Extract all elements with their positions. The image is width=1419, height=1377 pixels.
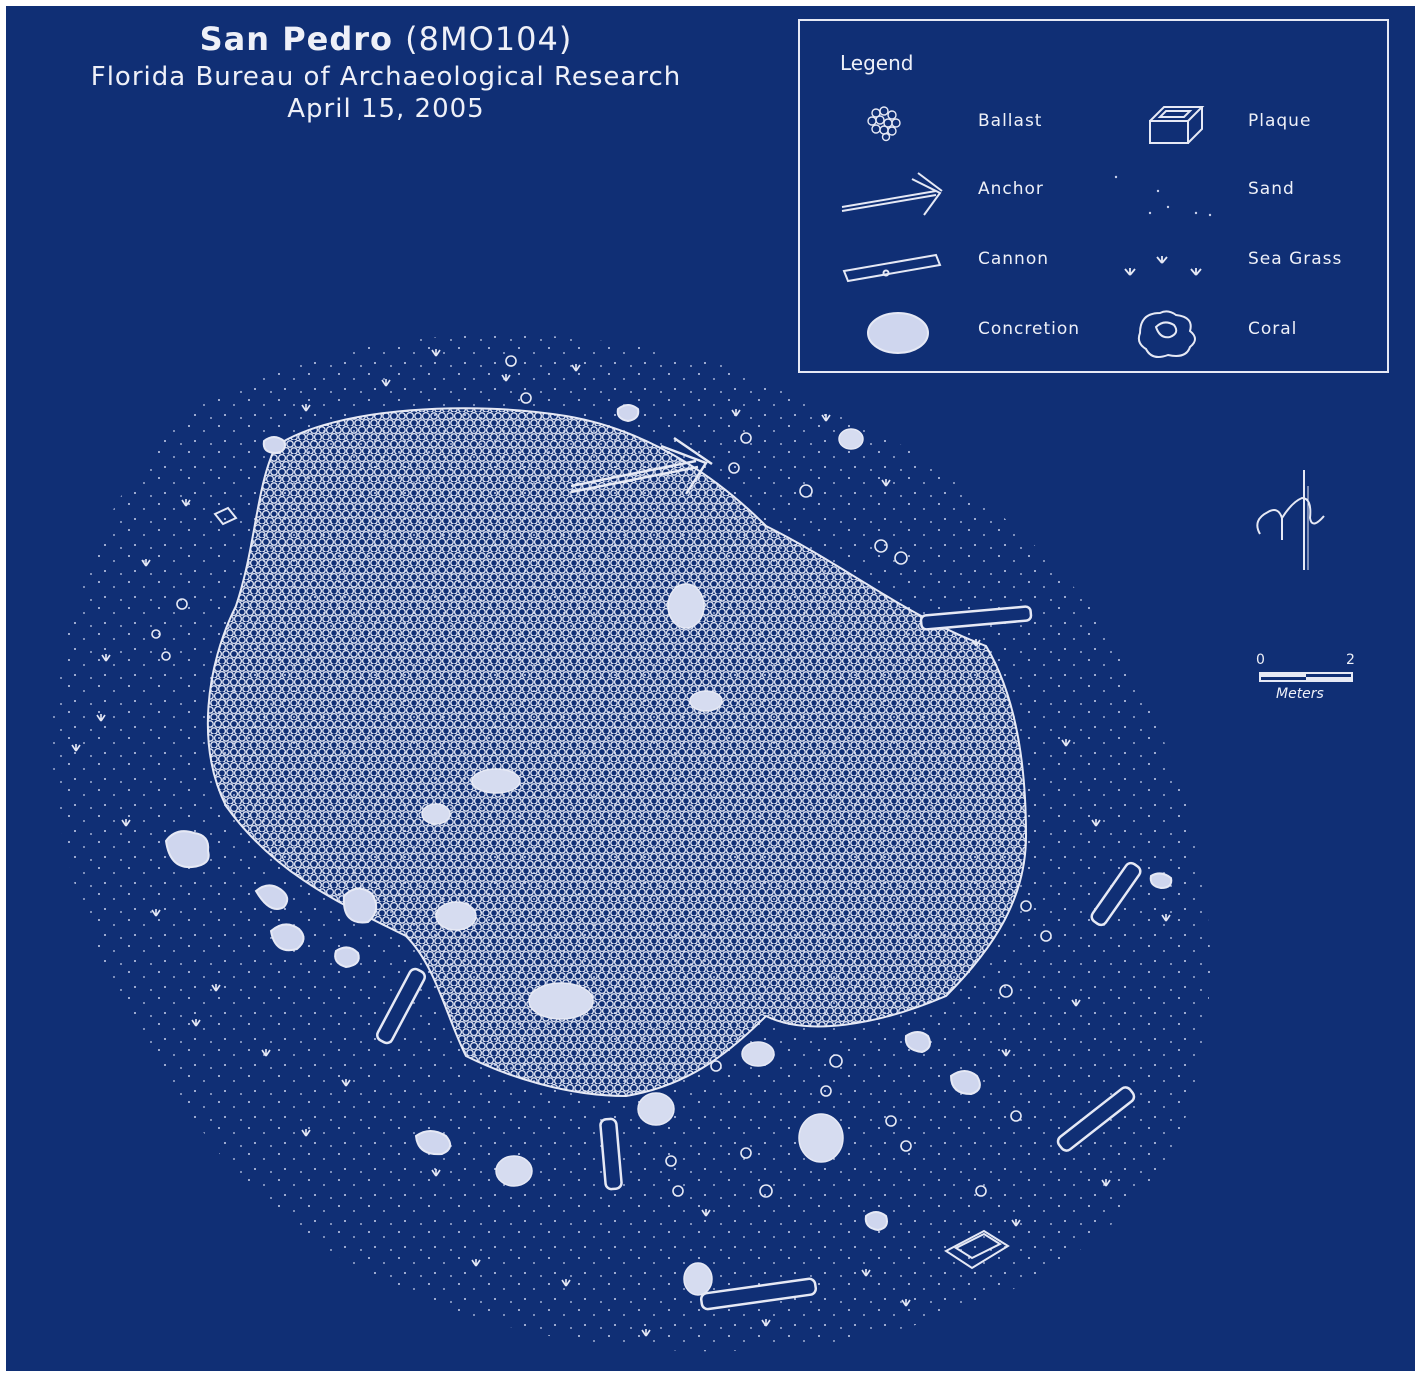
legend-item-plaque: Plaque (1110, 95, 1370, 151)
sea-grass-icon (1124, 256, 1202, 276)
scattered-ballast (151, 355, 1052, 1198)
cannon-icon (842, 253, 942, 283)
legend-panel: Legend Ballast Anchor (798, 19, 1389, 373)
legend-label-ballast: Ballast (978, 111, 1043, 131)
cannon-artifacts (376, 605, 1142, 1311)
sand-icon (1114, 175, 1212, 217)
legend-label-anchor: Anchor (978, 179, 1044, 199)
sea-grass (71, 349, 1171, 1337)
legend-label-concretion: Concretion (978, 319, 1081, 339)
legend-item-concretion: Concretion (840, 303, 1100, 359)
scale-bar: 0 2 Meters (1246, 646, 1366, 706)
concretion-icon (867, 312, 929, 354)
map-date: April 15, 2005 (287, 94, 485, 124)
legend-title: Legend (840, 51, 914, 75)
legend-item-ballast: Ballast (840, 95, 1100, 151)
north-arrow-icon (1256, 470, 1325, 570)
scale-bar-graphic (1259, 672, 1353, 682)
ballast-pile (206, 407, 1028, 1098)
scale-unit-label: Meters (1276, 686, 1324, 702)
legend-item-sea-grass: Sea Grass (1110, 233, 1370, 289)
legend-label-cannon: Cannon (978, 249, 1050, 269)
legend-label-coral: Coral (1248, 319, 1298, 339)
legend-label-sand: Sand (1248, 179, 1295, 199)
legend-item-coral: Coral (1110, 303, 1370, 359)
plaque-icon (1149, 106, 1205, 144)
site-name: San Pedro (199, 20, 394, 58)
legend-item-cannon: Cannon (840, 233, 1100, 289)
legend-item-sand: Sand (1110, 163, 1370, 219)
corals (164, 404, 1173, 1232)
anchor-artifact (570, 436, 713, 495)
scale-min-label: 0 (1256, 652, 1265, 668)
organization-name: Florida Bureau of Archaeological Researc… (90, 62, 682, 92)
site-map-drawing (52, 334, 1211, 1352)
coral-icon (1137, 310, 1196, 358)
legend-label-plaque: Plaque (1248, 111, 1312, 131)
anchor-icon (841, 172, 943, 216)
plaque-artifacts (213, 506, 1010, 1270)
map-title-block: San Pedro (8MO104) Florida Bureau of Arc… (6, 20, 766, 124)
concretions (421, 428, 864, 1296)
scale-max-label: 2 (1346, 652, 1355, 668)
legend-label-sea-grass: Sea Grass (1248, 249, 1343, 269)
legend-item-anchor: Anchor (840, 163, 1100, 219)
site-code: (8MO104) (405, 20, 573, 58)
map-title: San Pedro (8MO104) (6, 20, 766, 58)
site-map-sheet: San Pedro (8MO104) Florida Bureau of Arc… (6, 6, 1415, 1371)
ballast-icon (867, 106, 901, 142)
